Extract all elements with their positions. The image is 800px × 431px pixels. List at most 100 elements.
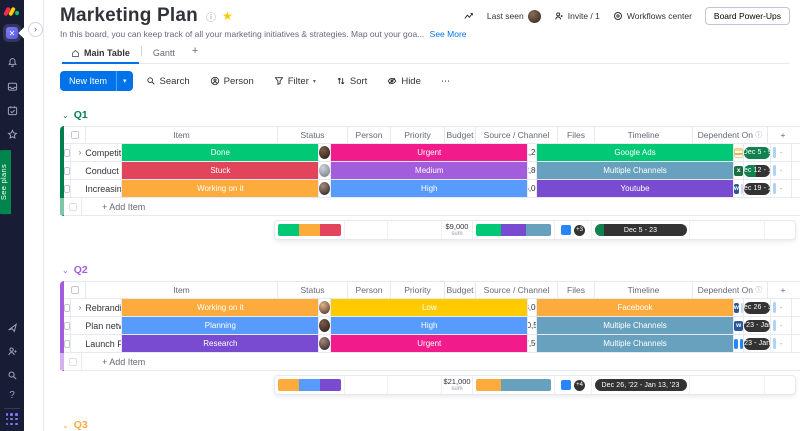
workspace-app-tile[interactable]: ✕: [3, 24, 30, 42]
row-checkbox[interactable]: [64, 339, 70, 348]
excel-file-icon[interactable]: x: [733, 165, 744, 176]
source-channel-cell[interactable]: Facebook: [537, 299, 734, 316]
item-name[interactable]: Increasing conversion rates on landing p…: [85, 183, 122, 194]
item-name[interactable]: Rebranding Campaign with new logo: [85, 302, 122, 313]
dependent-on-cell[interactable]: -: [771, 144, 793, 161]
column-header-files[interactable]: Files: [558, 127, 595, 143]
add-item-label[interactable]: + Add Item: [102, 201, 146, 212]
person-cell[interactable]: [319, 144, 332, 161]
status-cell[interactable]: Research: [122, 335, 320, 352]
dependent-on-cell[interactable]: -: [771, 162, 793, 179]
group-title[interactable]: ⌄ Q2: [62, 264, 800, 276]
row-select-cell[interactable]: [64, 162, 71, 179]
files-summary-cell[interactable]: +3: [555, 221, 592, 239]
person-cell[interactable]: [319, 335, 332, 352]
row-checkbox[interactable]: [64, 184, 70, 193]
column-header-source[interactable]: Source / Channel: [476, 127, 558, 143]
status-cell[interactable]: Working on it: [122, 180, 320, 197]
add-item-cell[interactable]: ›+ Add Item: [82, 353, 274, 370]
word-file-icon[interactable]: w: [733, 183, 739, 194]
column-header-timeline[interactable]: Timeline: [595, 127, 693, 143]
collapse-group-icon[interactable]: ⌄: [62, 265, 69, 275]
add-item-label[interactable]: + Add Item: [102, 356, 146, 367]
source-summary-cell[interactable]: [473, 376, 555, 394]
timeline-pill[interactable]: Dec 5 - 9: [744, 146, 771, 159]
tab-main-table[interactable]: Main Table: [62, 44, 139, 64]
add-column-button[interactable]: +: [768, 282, 798, 298]
priority-cell[interactable]: Low: [331, 299, 529, 316]
budget-summary-cell[interactable]: $21,000 sum: [442, 376, 473, 394]
column-header-timeline[interactable]: Timeline: [595, 282, 693, 298]
item-cell[interactable]: › Increasing conversion rates on landing…: [71, 180, 123, 197]
row-select-cell[interactable]: [64, 144, 71, 161]
timeline-pill[interactable]: Dec 26, '22 - Jan 13, '23: [594, 379, 687, 391]
row-checkbox[interactable]: [64, 303, 70, 312]
column-header-priority[interactable]: Priority: [391, 127, 445, 143]
priority-cell[interactable]: Medium: [331, 162, 529, 179]
column-header-person[interactable]: Person: [348, 127, 391, 143]
tab-gantt[interactable]: Gantt: [144, 44, 184, 63]
files-cell[interactable]: w: [733, 299, 745, 316]
column-header-item[interactable]: Item: [86, 127, 278, 143]
column-header-item[interactable]: Item: [86, 282, 278, 298]
empty-file-icon[interactable]: [740, 302, 744, 313]
budget-summary-cell[interactable]: $9,000 sum: [442, 221, 473, 239]
row-checkbox[interactable]: [64, 166, 70, 175]
row-select-cell[interactable]: [64, 299, 71, 316]
timeline-cell[interactable]: Dec 12 - 16: [744, 162, 772, 179]
column-header-budget[interactable]: Budget: [445, 127, 476, 143]
source-channel-cell[interactable]: Google Ads: [537, 144, 734, 161]
budget-cell[interactable]: $10,500: [528, 317, 538, 334]
files-cell[interactable]: w: [733, 180, 745, 197]
status-cell[interactable]: Stuck: [122, 162, 320, 179]
source-channel-cell[interactable]: Multiple Channels: [537, 335, 734, 352]
new-item-caret-icon[interactable]: ▾: [116, 71, 133, 91]
source-summary-cell[interactable]: [473, 221, 555, 239]
timeline-pill[interactable]: Dec 12 - 16: [744, 164, 771, 177]
person-avatar[interactable]: [319, 319, 331, 332]
group-title[interactable]: ⌄ Q3: [62, 419, 800, 431]
doc-file-icon[interactable]: [561, 380, 571, 390]
word-file-icon[interactable]: w: [733, 320, 744, 331]
priority-cell[interactable]: Urgent: [331, 144, 529, 161]
inbox-icon[interactable]: [4, 78, 20, 94]
workflows-center-button[interactable]: Workflows center: [613, 11, 692, 21]
timeline-cell[interactable]: Jan 2, '23 - Jan 6, '23: [744, 317, 772, 334]
monday-logo[interactable]: [3, 6, 20, 18]
hide-tool[interactable]: Hide: [380, 72, 428, 91]
column-header-priority[interactable]: Priority: [391, 282, 445, 298]
budget-cell[interactable]: $7,500: [528, 335, 538, 352]
my-work-icon[interactable]: [4, 102, 20, 118]
select-all-cell[interactable]: [64, 282, 86, 298]
item-name[interactable]: Conduct market research: [85, 165, 121, 176]
status-cell[interactable]: Planning: [122, 317, 320, 334]
column-header-status[interactable]: Status: [278, 282, 348, 298]
timeline-cell[interactable]: Jan 9, '23 - Jan 13, '23: [744, 335, 772, 352]
files-cell[interactable]: [733, 335, 745, 352]
dependent-on-cell[interactable]: -: [771, 335, 793, 352]
drive-file-icon[interactable]: [739, 338, 744, 349]
column-header-person[interactable]: Person: [348, 282, 391, 298]
timeline-cell[interactable]: Dec 26 - 30: [744, 299, 772, 316]
apps-grid-icon[interactable]: [5, 413, 19, 426]
timeline-summary-cell[interactable]: Dec 26, '22 - Jan 13, '23: [592, 376, 690, 394]
add-item-row[interactable]: ›+ Add Item: [60, 198, 800, 216]
sort-tool[interactable]: Sort: [329, 72, 374, 91]
distribution-bar[interactable]: [476, 379, 551, 391]
source-channel-cell[interactable]: Multiple Channels: [537, 162, 734, 179]
item-name[interactable]: Launch PPC campaign: [85, 338, 121, 349]
more-options-button[interactable]: ⋯: [440, 75, 451, 87]
dependent-on-cell[interactable]: -: [771, 317, 793, 334]
distribution-bar[interactable]: [278, 224, 341, 236]
last-seen[interactable]: Last seen: [487, 9, 541, 23]
timeline-summary-cell[interactable]: Dec 5 - 23: [592, 221, 690, 239]
word-file-icon[interactable]: w: [733, 302, 739, 313]
help-icon[interactable]: ?: [9, 390, 15, 401]
item-cell[interactable]: › Conduct market research: [71, 162, 123, 179]
source-channel-cell[interactable]: Youtube: [537, 180, 734, 197]
budget-cell[interactable]: $3,000: [528, 299, 538, 316]
add-item-cell[interactable]: ›+ Add Item: [82, 198, 274, 215]
see-plans-tag[interactable]: See plans: [0, 150, 11, 215]
select-all-checkbox[interactable]: [70, 286, 79, 294]
invite-person-icon[interactable]: [4, 343, 20, 359]
